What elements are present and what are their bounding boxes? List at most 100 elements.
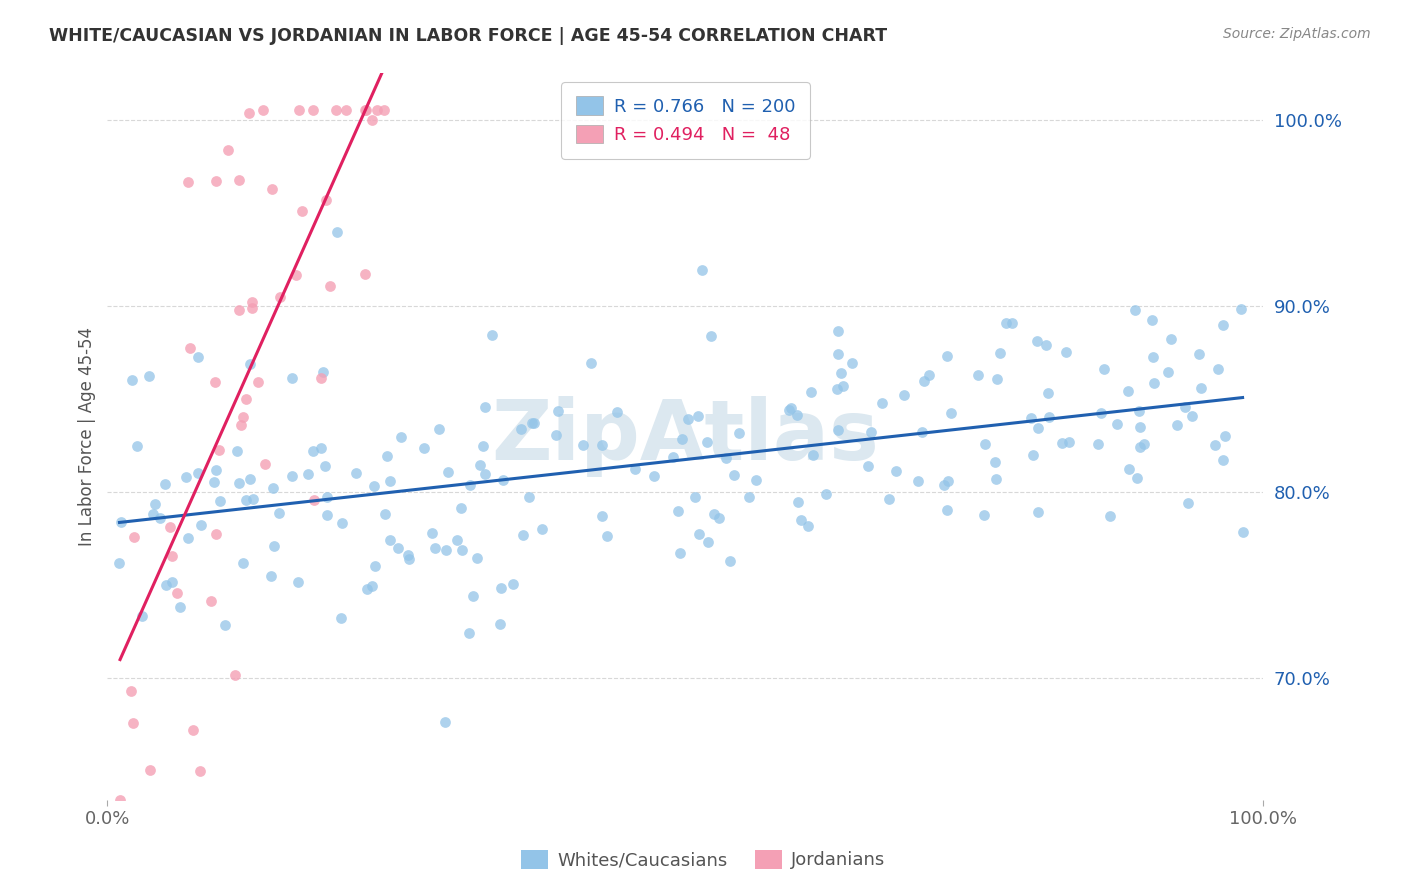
Point bbox=[1189, 381, 1212, 395]
Point bbox=[269, 290, 291, 304]
Point bbox=[827, 324, 849, 338]
Point bbox=[309, 442, 332, 456]
Point bbox=[700, 329, 723, 343]
Point bbox=[1142, 350, 1164, 364]
Point bbox=[1157, 365, 1180, 379]
Point bbox=[912, 374, 935, 388]
Point bbox=[387, 541, 409, 555]
Point bbox=[205, 463, 228, 477]
Point bbox=[108, 792, 131, 806]
Point bbox=[474, 400, 496, 414]
Point bbox=[169, 600, 191, 615]
Point bbox=[1181, 409, 1204, 424]
Point bbox=[984, 455, 1007, 469]
Point bbox=[450, 543, 472, 558]
Point bbox=[907, 475, 929, 489]
Point bbox=[1038, 410, 1060, 425]
Point bbox=[1232, 524, 1254, 539]
Point bbox=[1026, 421, 1049, 435]
Point bbox=[488, 616, 510, 631]
Point bbox=[224, 668, 246, 682]
Point bbox=[1140, 313, 1163, 327]
Point bbox=[492, 473, 515, 487]
Point bbox=[174, 470, 197, 484]
Point bbox=[159, 520, 181, 534]
Point bbox=[797, 518, 820, 533]
Point bbox=[363, 479, 385, 493]
Point bbox=[315, 508, 337, 522]
Point bbox=[884, 464, 907, 478]
Point bbox=[936, 503, 959, 517]
Point bbox=[153, 477, 176, 491]
Point bbox=[228, 173, 250, 187]
Point bbox=[247, 376, 270, 390]
Point bbox=[1129, 419, 1152, 434]
Point bbox=[489, 581, 512, 595]
Point bbox=[260, 182, 283, 196]
Point bbox=[458, 478, 481, 492]
Point bbox=[155, 578, 177, 592]
Point bbox=[145, 497, 167, 511]
Point bbox=[973, 436, 995, 450]
Point bbox=[374, 508, 396, 522]
Point bbox=[1160, 332, 1182, 346]
Point bbox=[326, 225, 349, 239]
Point bbox=[973, 508, 995, 522]
Point bbox=[124, 530, 146, 544]
Point bbox=[1087, 436, 1109, 450]
Point bbox=[1118, 462, 1140, 476]
Point bbox=[1213, 429, 1236, 443]
Point bbox=[110, 515, 132, 529]
Point bbox=[1132, 437, 1154, 451]
Point bbox=[1206, 362, 1229, 376]
Point bbox=[330, 516, 353, 530]
Point bbox=[204, 475, 226, 490]
Point bbox=[572, 438, 595, 452]
Point bbox=[141, 507, 163, 521]
Point bbox=[678, 412, 700, 426]
Point bbox=[125, 439, 148, 453]
Point bbox=[120, 683, 142, 698]
Point bbox=[267, 506, 290, 520]
Point bbox=[893, 387, 915, 401]
Point bbox=[1022, 448, 1045, 462]
Point bbox=[666, 504, 689, 518]
Point bbox=[1118, 384, 1140, 398]
Point bbox=[825, 382, 848, 396]
Point bbox=[1026, 334, 1049, 348]
Point bbox=[378, 474, 401, 488]
Point bbox=[1094, 362, 1116, 376]
Point bbox=[606, 404, 628, 418]
Point bbox=[232, 557, 254, 571]
Point bbox=[827, 423, 849, 437]
Point bbox=[315, 490, 337, 504]
Point bbox=[353, 103, 375, 118]
Point bbox=[1035, 338, 1057, 352]
Point bbox=[301, 444, 323, 458]
Point bbox=[181, 723, 204, 738]
Point bbox=[1129, 440, 1152, 454]
Point bbox=[669, 546, 692, 560]
Point bbox=[239, 357, 262, 371]
Point bbox=[329, 611, 352, 625]
Point bbox=[225, 444, 247, 458]
Point bbox=[744, 473, 766, 487]
Point bbox=[208, 494, 231, 508]
Point bbox=[696, 434, 718, 449]
Point bbox=[1126, 471, 1149, 485]
Point bbox=[1107, 417, 1129, 432]
Point bbox=[1188, 347, 1211, 361]
Point bbox=[315, 193, 337, 207]
Point bbox=[1038, 385, 1060, 400]
Point bbox=[176, 531, 198, 545]
Point bbox=[214, 618, 236, 632]
Point bbox=[966, 368, 988, 383]
Point bbox=[1026, 505, 1049, 519]
Point bbox=[1212, 318, 1234, 333]
Point bbox=[423, 541, 446, 555]
Point bbox=[314, 459, 336, 474]
Point bbox=[1050, 435, 1073, 450]
Point bbox=[778, 403, 800, 417]
Point bbox=[1123, 303, 1146, 318]
Point bbox=[280, 469, 302, 483]
